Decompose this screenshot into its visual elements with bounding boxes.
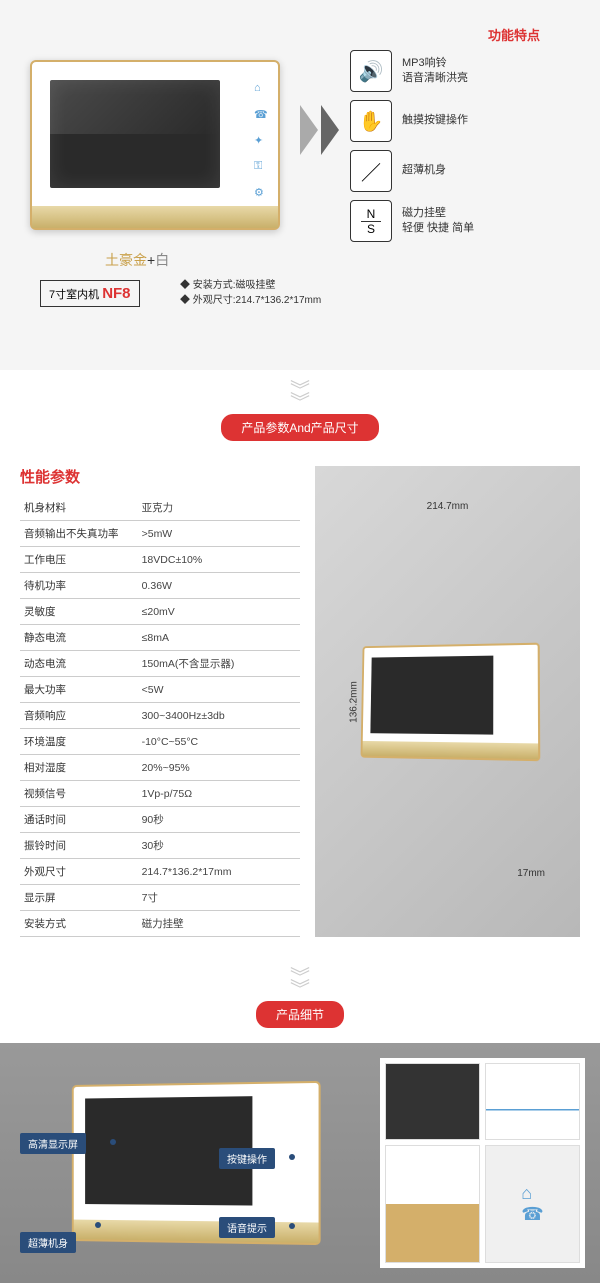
device-render xyxy=(360,643,540,762)
thumb-edge xyxy=(485,1063,580,1140)
thumb-screen xyxy=(385,1063,480,1140)
spec-key: 相对湿度 xyxy=(20,755,138,781)
touch-icon: ✋ xyxy=(350,100,392,142)
thumbnail-grid: ⌂☎ xyxy=(380,1058,585,1268)
callout-voice: 语音提示 xyxy=(219,1217,275,1238)
spec-row: 相对湿度20%~95% xyxy=(20,755,300,781)
spec-row: 音频输出不失真功率>5mW xyxy=(20,521,300,547)
spec-value: ≤20mV xyxy=(138,599,300,625)
spec-value: 磁力挂壁 xyxy=(138,911,300,937)
product-image: ⌂☎✦⚿⚙ xyxy=(30,60,280,230)
spec-key: 视频信号 xyxy=(20,781,138,807)
spec-value: 18VDC±10% xyxy=(138,547,300,573)
spec-key: 音频输出不失真功率 xyxy=(20,521,138,547)
spec-value: 90秒 xyxy=(138,807,300,833)
spec-value: 300~3400Hz±3db xyxy=(138,703,300,729)
spec-key: 待机功率 xyxy=(20,573,138,599)
spec-row: 最大功率<5W xyxy=(20,677,300,703)
spec-value: 1Vp-p/75Ω xyxy=(138,781,300,807)
section-divider: ︾︾ 产品细节 xyxy=(0,957,600,1043)
spec-value: 7寸 xyxy=(138,885,300,911)
spec-key: 动态电流 xyxy=(20,651,138,677)
arrow-icon xyxy=(300,105,339,155)
specs-title: 性能参数 xyxy=(20,466,300,487)
spec-value: >5mW xyxy=(138,521,300,547)
spec-value: 214.7*136.2*17mm xyxy=(138,859,300,885)
spec-key: 最大功率 xyxy=(20,677,138,703)
install-info: ◆ 安装方式:磁吸挂壁◆ 外观尺寸:214.7*136.2*17mm xyxy=(180,278,321,308)
features-list: 🔊MP3响铃语音清晰洪亮 ✋触摸按键操作 ／超薄机身 NS磁力挂壁轻便 快捷 简… xyxy=(350,50,580,250)
feature-item: 🔊MP3响铃语音清晰洪亮 xyxy=(350,50,580,92)
specs-table: 性能参数 机身材料亚克力音频输出不失真功率>5mW工作电压18VDC±10%待机… xyxy=(20,466,300,937)
spec-key: 安装方式 xyxy=(20,911,138,937)
callout-screen: 高清显示屏 xyxy=(20,1133,86,1154)
feature-item: NS磁力挂壁轻便 快捷 简单 xyxy=(350,200,580,242)
slim-icon: ／ xyxy=(350,150,392,192)
width-label: 214.7mm xyxy=(427,501,469,512)
model-badge: 7寸室内机 NF8 xyxy=(40,280,140,307)
gold-trim xyxy=(32,206,278,228)
feature-item: ✋触摸按键操作 xyxy=(350,100,580,142)
spec-row: 外观尺寸214.7*136.2*17mm xyxy=(20,859,300,885)
chevron-down-icon: ︾︾ xyxy=(0,972,600,996)
spec-value: 20%~95% xyxy=(138,755,300,781)
spec-row: 灵敏度≤20mV xyxy=(20,599,300,625)
spec-key: 静态电流 xyxy=(20,625,138,651)
spec-key: 外观尺寸 xyxy=(20,859,138,885)
feature-item: ／超薄机身 xyxy=(350,150,580,192)
spec-value: -10°C~55°C xyxy=(138,729,300,755)
detail-hero: 高清显示屏 超薄机身 按键操作 语音提示 xyxy=(15,1058,370,1268)
spec-row: 静态电流≤8mA xyxy=(20,625,300,651)
depth-label: 17mm xyxy=(517,868,545,879)
spec-row: 环境温度-10°C~55°C xyxy=(20,729,300,755)
specs-section: 性能参数 机身材料亚克力音频输出不失真功率>5mW工作电压18VDC±10%待机… xyxy=(0,456,600,957)
dimensions-image: 214.7mm 136.2mm 17mm xyxy=(315,466,580,937)
spec-value: 150mA(不含显示器) xyxy=(138,651,300,677)
spec-key: 振铃时间 xyxy=(20,833,138,859)
height-label: 136.2mm xyxy=(348,681,359,723)
spec-key: 通话时间 xyxy=(20,807,138,833)
spec-value: <5W xyxy=(138,677,300,703)
spec-row: 安装方式磁力挂壁 xyxy=(20,911,300,937)
magnet-icon: NS xyxy=(350,200,392,242)
spec-key: 环境温度 xyxy=(20,729,138,755)
spec-row: 动态电流150mA(不含显示器) xyxy=(20,651,300,677)
section-banner: 产品细节 xyxy=(256,1001,344,1028)
device-render xyxy=(71,1081,320,1245)
spec-key: 显示屏 xyxy=(20,885,138,911)
spec-value: 亚克力 xyxy=(138,495,300,521)
spec-row: 振铃时间30秒 xyxy=(20,833,300,859)
thumb-back xyxy=(385,1145,480,1264)
features-title: 功能特点 xyxy=(488,25,540,44)
thumb-icons: ⌂☎ xyxy=(485,1145,580,1264)
section-banner: 产品参数And产品尺寸 xyxy=(221,414,378,441)
spec-value: 0.36W xyxy=(138,573,300,599)
device-screen xyxy=(50,80,220,188)
spec-row: 机身材料亚克力 xyxy=(20,495,300,521)
spec-row: 工作电压18VDC±10% xyxy=(20,547,300,573)
spec-row: 音频响应300~3400Hz±3db xyxy=(20,703,300,729)
device-side-icons: ⌂☎✦⚿⚙ xyxy=(254,82,266,198)
spec-key: 工作电压 xyxy=(20,547,138,573)
section-divider: ︾︾ 产品参数And产品尺寸 xyxy=(0,370,600,456)
spec-key: 机身材料 xyxy=(20,495,138,521)
hero-section: ⌂☎✦⚿⚙ 土豪金+白 7寸室内机 NF8 ◆ 安装方式:磁吸挂壁◆ 外观尺寸:… xyxy=(0,0,600,370)
spec-value: 30秒 xyxy=(138,833,300,859)
spec-row: 显示屏7寸 xyxy=(20,885,300,911)
spec-key: 灵敏度 xyxy=(20,599,138,625)
color-label: 土豪金+白 xyxy=(105,250,169,270)
spec-row: 视频信号1Vp-p/75Ω xyxy=(20,781,300,807)
spec-row: 待机功率0.36W xyxy=(20,573,300,599)
chevron-down-icon: ︾︾ xyxy=(0,385,600,409)
speaker-icon: 🔊 xyxy=(350,50,392,92)
spec-row: 通话时间90秒 xyxy=(20,807,300,833)
callout-buttons: 按键操作 xyxy=(219,1148,275,1169)
spec-value: ≤8mA xyxy=(138,625,300,651)
details-section: 高清显示屏 超薄机身 按键操作 语音提示 ⌂☎ xyxy=(0,1043,600,1283)
spec-key: 音频响应 xyxy=(20,703,138,729)
